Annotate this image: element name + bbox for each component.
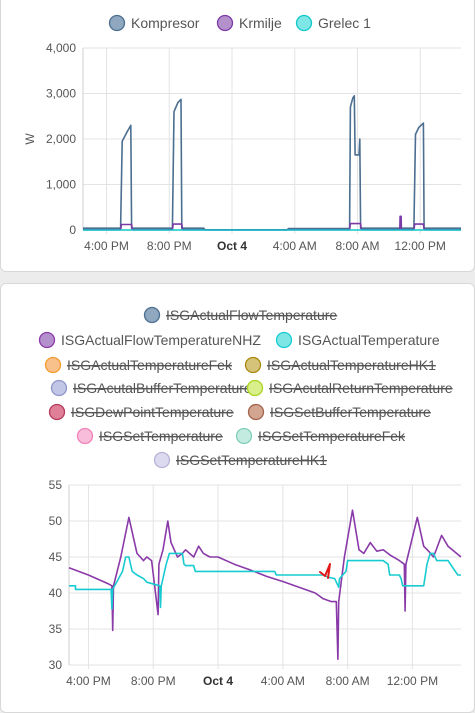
legend-label[interactable]: Grelec 1 bbox=[318, 15, 371, 31]
x-tick-label: 4:00 PM bbox=[66, 674, 111, 688]
legend-swatch[interactable] bbox=[50, 379, 68, 397]
legend-label[interactable]: ISGSetTemperatureFek bbox=[258, 428, 406, 444]
red-checkmark-annotation bbox=[319, 563, 331, 579]
legend-item-isgacutalbuffertemperature[interactable]: ISGAcutalBufferTemperature bbox=[50, 379, 252, 397]
legend-swatch[interactable] bbox=[246, 379, 264, 397]
y-tick-label: 40 bbox=[49, 586, 63, 600]
legend-label[interactable]: ISGActualFlowTemperatureNHZ bbox=[61, 332, 261, 348]
legend-item-isgactualtemperaturefek[interactable]: ISGActualTemperatureFek bbox=[44, 356, 233, 374]
x-tick-label: 4:00 AM bbox=[273, 239, 317, 253]
legend-label[interactable]: Kompresor bbox=[131, 15, 200, 31]
legend-swatch[interactable] bbox=[38, 331, 56, 349]
legend-item-isgactualflowtemperaturenhz[interactable]: ISGActualFlowTemperatureNHZ bbox=[38, 331, 262, 349]
legend-item-kompresor[interactable]: Kompresor bbox=[108, 14, 200, 32]
legend-item-isgactualtemperaturehk1[interactable]: ISGActualTemperatureHK1 bbox=[244, 356, 437, 374]
series-line-isgactualtemperature bbox=[69, 552, 461, 610]
legend-swatch[interactable] bbox=[153, 451, 171, 469]
legend-swatch[interactable] bbox=[108, 14, 126, 32]
legend-swatch[interactable] bbox=[143, 306, 161, 324]
x-tick-label: 12:00 PM bbox=[395, 239, 446, 253]
legend-item-isgdewpointtemperature[interactable]: ISGDewPointTemperature bbox=[48, 403, 234, 421]
legend-swatch[interactable] bbox=[275, 331, 293, 349]
legend-item-isgacutalreturntemperature[interactable]: ISGAcutalReturnTemperature bbox=[246, 379, 453, 397]
legend-label[interactable]: ISGSetTemperature bbox=[99, 428, 223, 444]
power-chart-card: Kompresor Krmilje Grelec 1 0 1,000 2,000 3,000… bbox=[0, 0, 475, 272]
legend-swatch[interactable] bbox=[247, 403, 265, 421]
y-tick-label: 45 bbox=[49, 550, 63, 564]
temperature-chart: ISGActualFlowTemperature ISGActualFlowTem… bbox=[38, 306, 462, 688]
legend-label[interactable]: Krmilje bbox=[239, 15, 282, 31]
y-axis-label: W bbox=[23, 133, 37, 145]
legend-item-grelec-1[interactable]: Grelec 1 bbox=[295, 14, 372, 32]
legend-label[interactable]: ISGSetTemperatureHK1 bbox=[176, 452, 327, 468]
y-tick-label: 55 bbox=[49, 478, 63, 492]
legend-swatch[interactable] bbox=[216, 14, 234, 32]
y-tick-label: 30 bbox=[49, 658, 63, 672]
series-line-kompresor bbox=[83, 95, 461, 231]
x-tick-label: Oct 4 bbox=[203, 674, 233, 688]
legend-item-isgactualflowtemperature[interactable]: ISGActualFlowTemperature bbox=[143, 306, 338, 324]
legend-swatch[interactable] bbox=[244, 356, 262, 374]
legend-label[interactable]: ISGSetBufferTemperature bbox=[270, 404, 431, 420]
legend-swatch[interactable] bbox=[235, 427, 253, 445]
legend-label[interactable]: ISGActualTemperature bbox=[298, 332, 440, 348]
legend-swatch[interactable] bbox=[76, 427, 94, 445]
legend-item-isgsetbuffertemperature[interactable]: ISGSetBufferTemperature bbox=[247, 403, 432, 421]
legend-item-krmilje[interactable]: Krmilje bbox=[216, 14, 282, 32]
y-tick-label: 3,000 bbox=[46, 87, 76, 101]
legend-label[interactable]: ISGActualFlowTemperature bbox=[166, 307, 337, 323]
x-tick-label: 8:00 PM bbox=[131, 674, 176, 688]
temperature-chart-card: ISGActualFlowTemperature ISGActualFlowTem… bbox=[0, 283, 475, 713]
y-tick-label: 1,000 bbox=[46, 178, 76, 192]
legend-item-isgsettemperaturefek[interactable]: ISGSetTemperatureFek bbox=[235, 427, 407, 445]
legend-label[interactable]: ISGActualTemperatureFek bbox=[67, 357, 233, 373]
legend-item-isgsettemperature[interactable]: ISGSetTemperature bbox=[76, 427, 223, 445]
legend-label[interactable]: ISGDewPointTemperature bbox=[71, 404, 234, 420]
y-tick-label: 2,000 bbox=[46, 132, 76, 146]
y-tick-label: 50 bbox=[49, 514, 63, 528]
y-tick-label: 4,000 bbox=[46, 41, 76, 55]
legend-label[interactable]: ISGActualTemperatureHK1 bbox=[267, 357, 436, 373]
series-line-isgactualflowtemperaturenhz bbox=[68, 509, 462, 660]
series-line-krmilje bbox=[83, 215, 461, 231]
y-tick-label: 0 bbox=[69, 223, 76, 237]
x-tick-label: Oct 4 bbox=[217, 239, 247, 253]
y-tick-label: 35 bbox=[49, 622, 63, 636]
legend-swatch[interactable] bbox=[48, 403, 66, 421]
legend-item-isgsettemperaturehk1[interactable]: ISGSetTemperatureHK1 bbox=[153, 451, 328, 469]
x-tick-label: 8:00 PM bbox=[147, 239, 192, 253]
x-tick-label: 4:00 AM bbox=[261, 674, 305, 688]
power-chart: Kompresor Krmilje Grelec 1 0 1,000 2,000 3,000… bbox=[23, 14, 461, 253]
x-tick-label: 8:00 AM bbox=[335, 239, 379, 253]
legend-item-isgactualtemperature[interactable]: ISGActualTemperature bbox=[275, 331, 440, 349]
legend-swatch[interactable] bbox=[44, 356, 62, 374]
legend-label[interactable]: ISGAcutalBufferTemperature bbox=[73, 380, 252, 396]
legend-swatch[interactable] bbox=[295, 14, 313, 32]
legend-label[interactable]: ISGAcutalReturnTemperature bbox=[269, 380, 453, 396]
x-tick-label: 8:00 AM bbox=[326, 674, 370, 688]
x-tick-label: 12:00 PM bbox=[387, 674, 438, 688]
x-tick-label: 4:00 PM bbox=[84, 239, 129, 253]
